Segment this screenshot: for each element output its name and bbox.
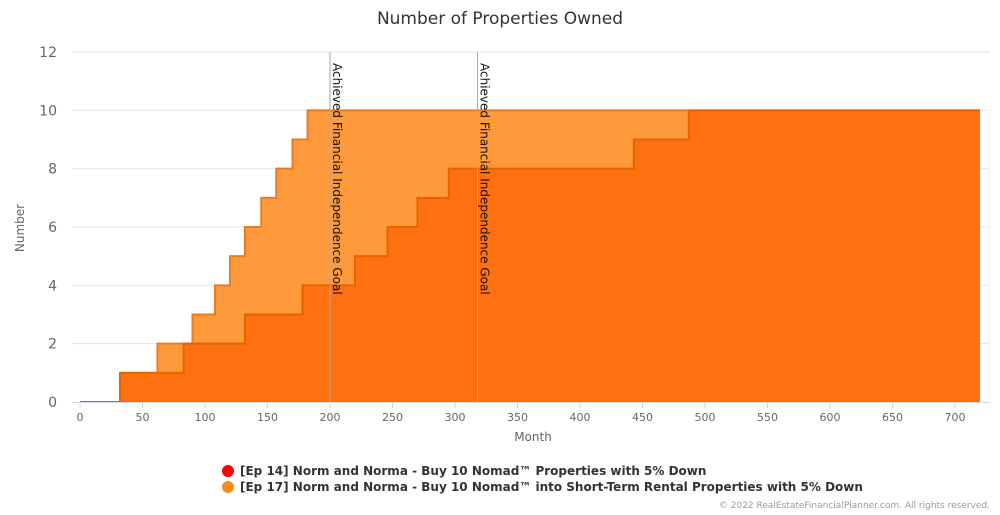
series-line-1	[80, 109, 980, 403]
legend-label-ep17: [Ep 17] Norm and Norma - Buy 10 Nomad™ i…	[240, 480, 863, 494]
y-axis-label: Number	[13, 204, 27, 252]
x-tick-label: 550	[757, 411, 778, 424]
x-tick-label: 350	[507, 411, 528, 424]
x-tick-label: 100	[195, 411, 216, 424]
y-tick-label: 4	[48, 278, 57, 294]
x-tick-label: 500	[695, 411, 716, 424]
y-axis: 0 2 4 6 8 10 12	[39, 45, 57, 411]
legend: [Ep 14] Norm and Norma - Buy 10 Nomad™ P…	[222, 463, 863, 495]
x-tick-label: 700	[945, 411, 966, 424]
x-tick-label: 150	[257, 411, 278, 424]
plot-line-label: Achieved Financial Independence Goal	[330, 63, 344, 295]
x-tick-label: 450	[632, 411, 653, 424]
x-tick-label: 250	[382, 411, 403, 424]
x-tick-label: 200	[320, 411, 341, 424]
series-line-0	[80, 109, 980, 403]
y-tick-label: 12	[39, 45, 57, 61]
legend-marker-ep14	[222, 465, 234, 477]
legend-item-ep14[interactable]: [Ep 14] Norm and Norma - Buy 10 Nomad™ P…	[222, 463, 863, 479]
x-axis: 0 50 100 150 200 250 300 350 400 450 500 550 600 650 7…	[72, 402, 990, 424]
series-area-1	[80, 110, 980, 402]
y-tick-label: 2	[48, 337, 57, 353]
x-axis-label: Month	[514, 430, 552, 444]
legend-label-ep14: [Ep 14] Norm and Norma - Buy 10 Nomad™ P…	[240, 464, 707, 478]
series-areas	[80, 109, 980, 403]
plot-lines: Achieved Financial Independence Goal Achi…	[329, 52, 492, 402]
x-tick-label: 300	[445, 411, 466, 424]
y-tick-label: 10	[39, 103, 57, 119]
y-tick-label: 6	[48, 220, 57, 236]
legend-marker-ep17	[222, 481, 234, 493]
x-tick-label: 600	[820, 411, 841, 424]
legend-item-ep17[interactable]: [Ep 17] Norm and Norma - Buy 10 Nomad™ i…	[222, 479, 863, 495]
y-tick-label: 0	[48, 395, 57, 411]
credits[interactable]: © 2022 RealEstateFinancialPlanner.com. A…	[718, 501, 990, 511]
x-tick-label: 650	[882, 411, 903, 424]
x-tick-label: 50	[136, 411, 150, 424]
x-tick-label: 0	[77, 411, 84, 424]
y-tick-label: 8	[48, 162, 57, 178]
chart-title: Number of Properties Owned	[377, 9, 623, 29]
x-tick-label: 400	[570, 411, 591, 424]
plot-line-label: Achieved Financial Independence Goal	[478, 63, 492, 295]
